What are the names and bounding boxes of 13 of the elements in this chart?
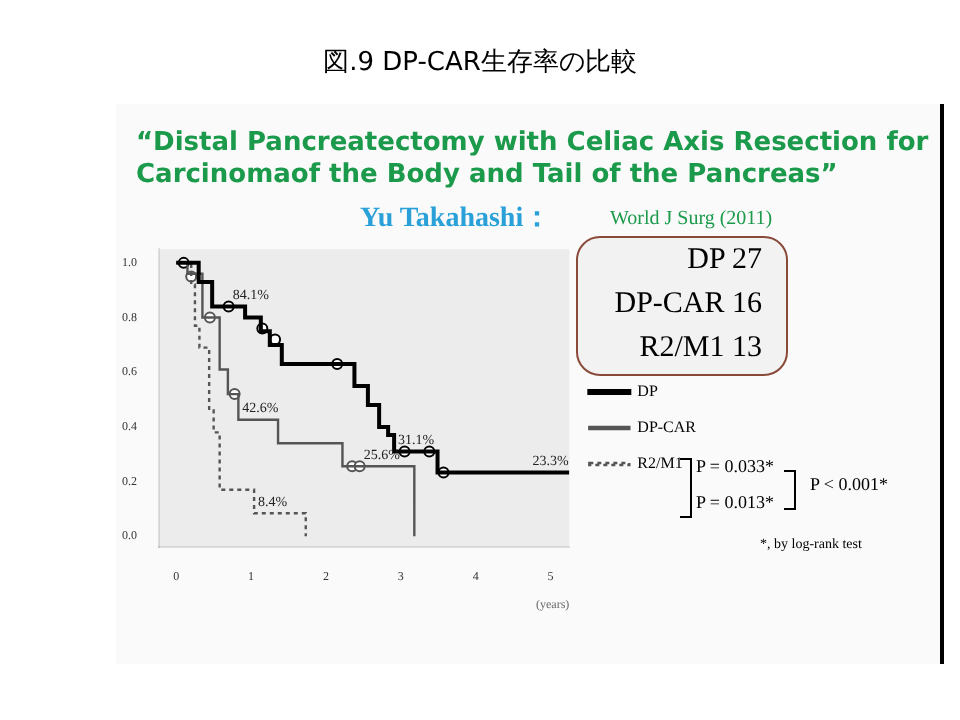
legend-label: DP-CAR [637,418,698,437]
chart-subtitle: “Distal Pancreatectomy with Celiac Axis Resection for Carcinomaof the Body and Tail of the Pancreas” [136,128,931,192]
chart-title: 図.9 DP-CAR生存率の比較 [321,46,639,80]
legend-label: R2/M1 [637,454,683,473]
text: Yu Takahashi： [360,202,552,236]
text: P < 0.001* [810,474,888,494]
text: R2/M1 13 [637,330,764,368]
text: DP-CAR 16 [612,286,764,324]
legend-label: DP [637,382,659,401]
text: P = 0.013* [696,492,774,512]
text: P = 0.033* [696,456,774,476]
text: DP 27 [685,242,764,280]
text: World J Surg (2011) [610,208,773,230]
